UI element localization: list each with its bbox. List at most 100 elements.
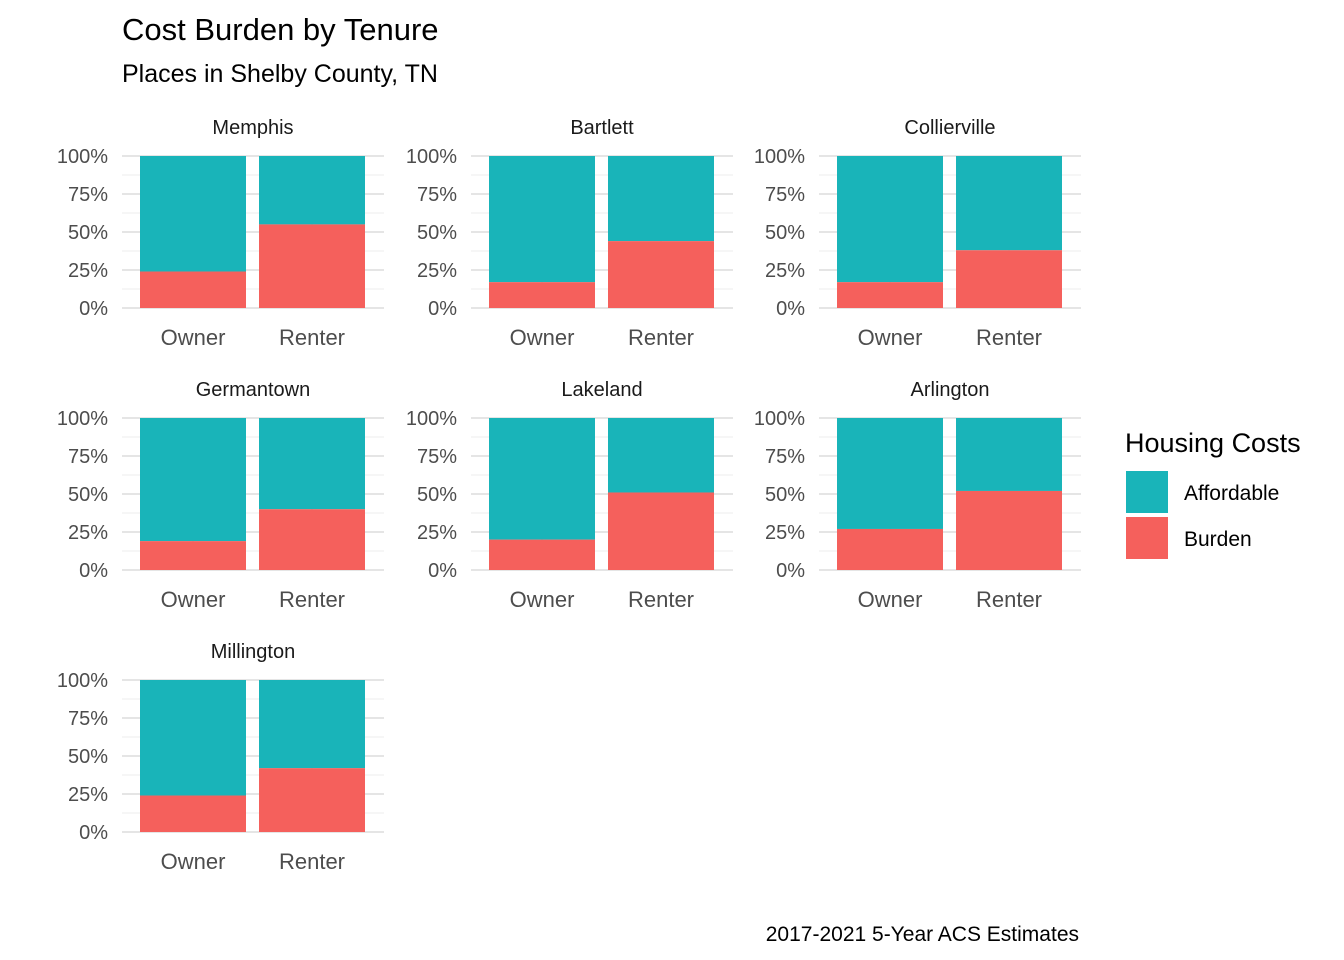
facet-panel: Arlington 0% 25% 50% 75% 100% Owner Renter — [754, 379, 1081, 612]
y-tick-label: 75% — [765, 184, 805, 206]
bar-burden — [956, 250, 1062, 308]
facet-panel: Memphis 0% 25% 50% 75% 100% Owner Renter — [57, 117, 384, 350]
bar-affordable — [259, 680, 365, 769]
x-tick-label: Owner — [161, 325, 226, 350]
facet-panel: Bartlett 0% 25% 50% 75% 100% Owner Renter — [406, 117, 733, 350]
facet-label: Memphis — [212, 117, 293, 139]
facet-panel: Germantown 0% 25% 50% 75% 100% Owner Renter — [57, 379, 384, 612]
bar-burden — [956, 490, 1062, 570]
y-tick-label: 25% — [765, 260, 805, 282]
bar-burden — [259, 224, 365, 308]
y-tick-label: 0% — [79, 560, 108, 582]
y-tick-label: 0% — [428, 560, 457, 582]
x-tick-label: Owner — [161, 849, 226, 874]
bar-affordable — [489, 156, 595, 283]
y-tick-label: 75% — [417, 184, 457, 206]
facet-label: Bartlett — [570, 117, 634, 139]
facet-panel: Collierville 0% 25% 50% 75% 100% Owner Renter — [754, 117, 1081, 350]
bar-affordable — [956, 156, 1062, 251]
bar-affordable — [489, 418, 595, 540]
y-tick-label: 0% — [776, 298, 805, 320]
y-tick-label: 50% — [68, 484, 108, 506]
y-tick-label: 25% — [417, 260, 457, 282]
y-tick-label: 100% — [406, 146, 457, 168]
bar-affordable — [837, 156, 943, 283]
facet-panel: Lakeland 0% 25% 50% 75% 100% Owner Renter — [406, 379, 733, 612]
facet-label: Arlington — [911, 379, 990, 401]
y-tick-label: 50% — [765, 222, 805, 244]
bar-affordable — [259, 418, 365, 510]
y-tick-label: 75% — [68, 708, 108, 730]
bar-burden — [489, 539, 595, 570]
y-tick-label: 50% — [417, 484, 457, 506]
facet-label: Lakeland — [561, 379, 642, 401]
x-tick-label: Owner — [858, 325, 923, 350]
y-tick-label: 0% — [776, 560, 805, 582]
bar-burden — [140, 795, 246, 832]
x-tick-label: Renter — [628, 587, 694, 612]
y-tick-label: 75% — [68, 184, 108, 206]
x-tick-label: Owner — [510, 587, 575, 612]
facet-label: Collierville — [904, 117, 995, 139]
y-tick-label: 50% — [68, 222, 108, 244]
chart-caption: 2017-2021 5-Year ACS Estimates — [766, 923, 1079, 946]
x-tick-label: Owner — [161, 587, 226, 612]
facet-label: Millington — [211, 641, 295, 663]
x-tick-label: Renter — [628, 325, 694, 350]
y-tick-label: 100% — [57, 146, 108, 168]
bar-burden — [140, 271, 246, 308]
y-tick-label: 100% — [406, 408, 457, 430]
y-tick-label: 100% — [754, 408, 805, 430]
y-tick-label: 0% — [428, 298, 457, 320]
x-tick-label: Renter — [976, 587, 1042, 612]
x-tick-label: Owner — [858, 587, 923, 612]
x-tick-label: Renter — [279, 587, 345, 612]
bar-affordable — [140, 418, 246, 542]
bar-burden — [259, 509, 365, 570]
bar-burden — [837, 282, 943, 308]
bar-burden — [489, 282, 595, 308]
y-tick-label: 75% — [68, 446, 108, 468]
bar-affordable — [140, 156, 246, 272]
facet-panel: Millington 0% 25% 50% 75% 100% Owner Renter — [57, 641, 384, 874]
y-tick-label: 50% — [417, 222, 457, 244]
legend-key-burden — [1126, 517, 1168, 559]
x-tick-label: Owner — [510, 325, 575, 350]
bar-affordable — [259, 156, 365, 225]
bar-affordable — [956, 418, 1062, 491]
legend-title: Housing Costs — [1125, 428, 1301, 458]
y-tick-label: 25% — [68, 784, 108, 806]
bar-burden — [259, 768, 365, 832]
y-tick-label: 75% — [417, 446, 457, 468]
y-tick-label: 100% — [57, 408, 108, 430]
y-tick-label: 0% — [79, 822, 108, 844]
y-tick-label: 75% — [765, 446, 805, 468]
legend-label-affordable: Affordable — [1184, 482, 1279, 505]
legend-label-burden: Burden — [1184, 528, 1252, 551]
y-tick-label: 25% — [765, 522, 805, 544]
bar-affordable — [140, 680, 246, 796]
y-tick-label: 50% — [68, 746, 108, 768]
bar-affordable — [608, 418, 714, 493]
y-tick-label: 25% — [417, 522, 457, 544]
bar-burden — [837, 528, 943, 570]
bar-affordable — [608, 156, 714, 242]
legend: Housing Costs Affordable Burden — [1125, 428, 1301, 559]
bar-affordable — [837, 418, 943, 529]
y-tick-label: 0% — [79, 298, 108, 320]
y-tick-label: 25% — [68, 260, 108, 282]
legend-key-affordable — [1126, 471, 1168, 513]
x-tick-label: Renter — [279, 325, 345, 350]
facet-label: Germantown — [196, 379, 311, 401]
chart-subtitle: Places in Shelby County, TN — [122, 60, 438, 88]
bar-burden — [140, 541, 246, 570]
bar-burden — [608, 241, 714, 308]
chart-title: Cost Burden by Tenure — [122, 12, 439, 47]
x-tick-label: Renter — [279, 849, 345, 874]
y-tick-label: 100% — [57, 670, 108, 692]
bar-burden — [608, 492, 714, 570]
x-tick-label: Renter — [976, 325, 1042, 350]
y-tick-label: 25% — [68, 522, 108, 544]
